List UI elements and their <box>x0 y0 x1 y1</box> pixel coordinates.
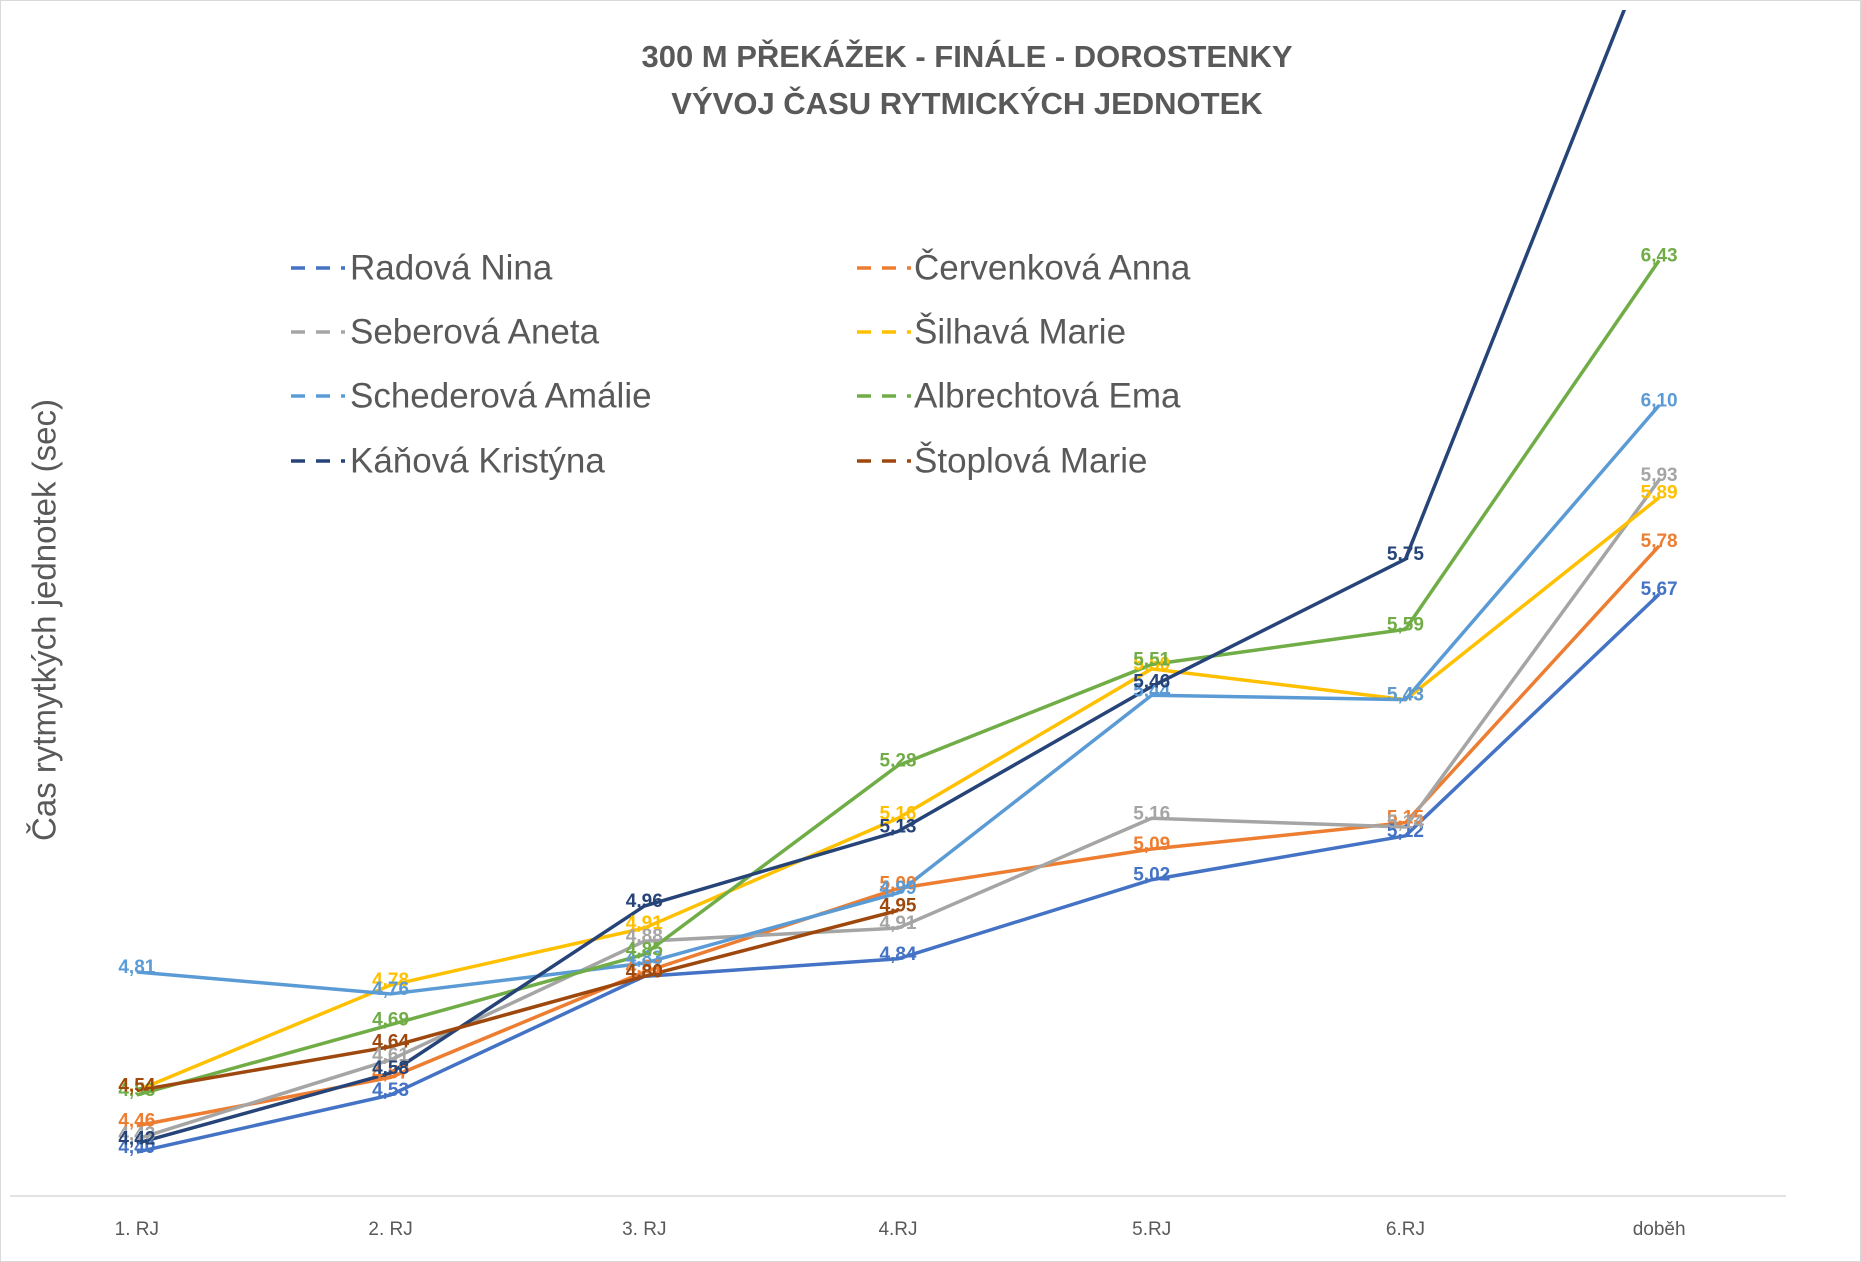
data-label: 5,12 <box>1387 821 1424 842</box>
data-label: 5,89 <box>1641 483 1678 504</box>
legend-label: Káňová Kristýna <box>350 441 605 480</box>
data-label: 4,54 <box>118 1076 155 1097</box>
data-label: 4,76 <box>372 979 409 1000</box>
data-label: 5,51 <box>1133 650 1170 671</box>
data-label: 5,46 <box>1133 671 1170 692</box>
chart-subtitle: VÝVOJ ČASU RYTMICKÝCH JEDNOTEK <box>671 85 1263 121</box>
data-label: 4,64 <box>372 1032 409 1053</box>
data-label: 5,43 <box>1387 685 1424 706</box>
data-label: 4,85 <box>626 939 663 960</box>
data-label: 5,28 <box>880 751 917 772</box>
data-label: 5,13 <box>880 816 917 837</box>
data-label: 4,53 <box>372 1080 409 1101</box>
data-label: 4,91 <box>626 913 663 934</box>
x-tick-label: 2. RJ <box>368 1219 412 1240</box>
chart-title: 300 M PŘEKÁŽEK - FINÁLE - DOROSTENKY <box>641 38 1292 74</box>
series-line <box>136 478 1661 1141</box>
data-label: 4,99 <box>880 878 917 899</box>
series-line <box>136 592 1661 1154</box>
data-label: 5,02 <box>1133 865 1170 886</box>
data-label: 4,80 <box>626 961 663 982</box>
data-label: 4,57 <box>372 1062 409 1083</box>
x-tick-label: doběh <box>1633 1219 1686 1240</box>
data-label: 4,40 <box>118 1137 155 1158</box>
x-tick-label: 6.RJ <box>1386 1219 1425 1240</box>
legend-label: Šilhavá Marie <box>914 312 1126 351</box>
data-label: 5,16 <box>880 803 917 824</box>
y-axis-label: Čas rytmytkých jednotek (sec) <box>26 399 63 841</box>
data-label: 4,58 <box>372 1058 409 1079</box>
series-line <box>136 908 899 1093</box>
legend-label: Štoplová Marie <box>914 441 1147 480</box>
data-label: 5,67 <box>1641 579 1678 600</box>
series-line <box>136 404 1661 996</box>
data-label: 5,00 <box>880 874 917 895</box>
legend-label: Červenková Anna <box>914 248 1191 287</box>
data-label: 5,16 <box>1133 803 1170 824</box>
data-label: 4,81 <box>626 957 663 978</box>
series-line <box>136 544 1661 1128</box>
legend-label: Seberová Aneta <box>350 312 600 351</box>
data-label: 5,14 <box>1387 812 1424 833</box>
x-tick-label: 1. RJ <box>115 1219 159 1240</box>
data-label: 4,96 <box>626 891 663 912</box>
series-line <box>136 259 1661 1097</box>
data-label: 4,54 <box>118 1076 155 1097</box>
data-label: 6,43 <box>1641 245 1678 266</box>
series-line <box>136 10 1627 1145</box>
data-label: 5,59 <box>1387 614 1424 635</box>
data-label: 6,10 <box>1641 390 1678 411</box>
data-label: 5,93 <box>1641 465 1678 486</box>
legend-label: Radová Nina <box>350 248 553 287</box>
data-label: 5,75 <box>1387 544 1424 565</box>
data-label: 4,78 <box>372 970 409 991</box>
legend-label: Schederová Amálie <box>350 376 652 415</box>
data-label: 5,44 <box>1133 680 1170 701</box>
data-label: 4,84 <box>880 944 917 965</box>
data-label: 4,83 <box>626 948 663 969</box>
data-label: 5,78 <box>1641 531 1678 552</box>
data-label: 5,50 <box>1133 654 1170 675</box>
data-label: 4,43 <box>118 1124 155 1145</box>
data-label: 4,95 <box>880 895 917 916</box>
x-tick-label: 4.RJ <box>878 1219 917 1240</box>
x-tick-label: 5.RJ <box>1132 1219 1171 1240</box>
data-label: 5,09 <box>1133 834 1170 855</box>
data-label: 4,91 <box>880 913 917 934</box>
plot-area <box>136 10 1661 1154</box>
data-label: 5,43 <box>1387 685 1424 706</box>
data-label: 4,88 <box>626 926 663 947</box>
data-label: 4,69 <box>372 1010 409 1031</box>
data-label: 4,81 <box>118 957 155 978</box>
legend-label: Albrechtová Ema <box>914 376 1181 415</box>
data-label: 4,61 <box>372 1045 409 1066</box>
x-tick-label: 3. RJ <box>622 1219 666 1240</box>
data-label: 4,46 <box>118 1111 155 1132</box>
data-label: 5,15 <box>1387 808 1424 829</box>
data-label: 4,53 <box>118 1080 155 1101</box>
data-label: 4,42 <box>118 1128 155 1149</box>
data-label: 4,80 <box>626 961 663 982</box>
